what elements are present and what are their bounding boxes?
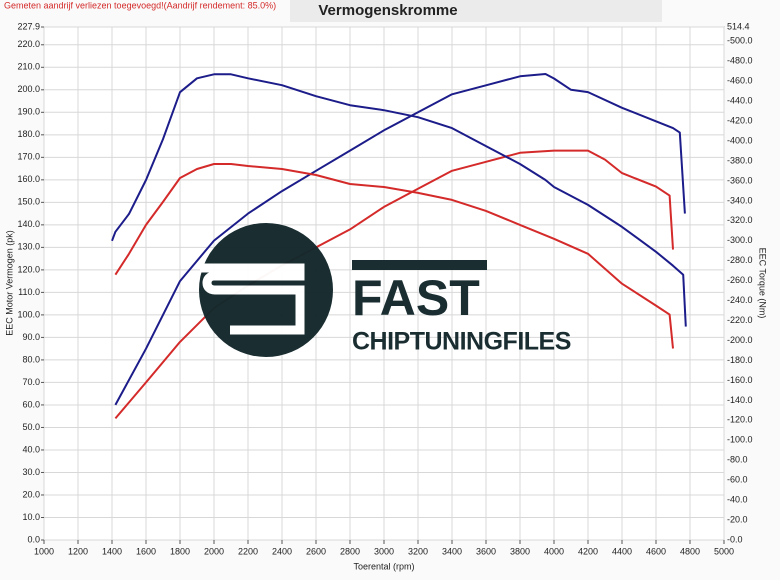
x-tick-label: 2200 (238, 546, 258, 556)
y2-tick-label: -100.0 (727, 435, 753, 445)
y-tick-label: 0.0 (27, 534, 40, 544)
y2-tick-label: -460.0 (727, 76, 753, 86)
y-tick-label: 90.0 (22, 332, 40, 342)
x-tick-label: 1800 (170, 546, 190, 556)
grid (43, 26, 725, 541)
chart-title: Vermogenskromme (318, 2, 457, 19)
watermark: FAST CHIPTUNINGFILES (199, 223, 571, 357)
y2-tick-label: -500.0 (727, 36, 753, 46)
series-line (114, 163, 674, 349)
x-tick-label: 4200 (578, 546, 598, 556)
logo-subtext: CHIPTUNINGFILES (352, 328, 571, 356)
y-tick-label: 20.0 (22, 489, 40, 499)
x-tick-label: 1200 (68, 546, 88, 556)
x-tick-label: 4600 (646, 546, 666, 556)
y2-tick-label: -20.0 (727, 514, 748, 524)
y-tick-label: 120.0 (17, 264, 40, 274)
x-tick-label: 5000 (714, 546, 734, 556)
y2-tick-label: -340.0 (727, 195, 753, 205)
x-tick-label: 3000 (374, 546, 394, 556)
y2-tick-label: -260.0 (727, 275, 753, 285)
y-tick-label: 40.0 (22, 444, 40, 454)
y-tick-label: 130.0 (17, 242, 40, 252)
y2-tick-label: -80.0 (727, 455, 748, 465)
logo-s (200, 263, 305, 335)
y-tick-label: 30.0 (22, 467, 40, 477)
y-tick-label: 190.0 (17, 107, 40, 117)
note: Gemeten aandrijf verliezen toegevoegd!(A… (4, 0, 276, 10)
series-line (111, 73, 687, 327)
y2-tick-label: -400.0 (727, 135, 753, 145)
y2-tick-label: -220.0 (727, 315, 753, 325)
y-tick-label: 220.0 (17, 39, 40, 49)
y2-tick-label: -0.0 (727, 534, 743, 544)
y2-tick-label: -180.0 (727, 355, 753, 365)
x-tick-label: 3400 (442, 546, 462, 556)
x-tick-label: 1400 (102, 546, 122, 556)
x-tick-label: 1600 (136, 546, 156, 556)
y-tick-label: 140.0 (17, 219, 40, 229)
y-axis-label: EEC Motor Vermogen (pk) (4, 230, 14, 336)
y-tick-label: 210.0 (17, 62, 40, 72)
y-tick-label: 150.0 (17, 197, 40, 207)
y2-tick-label: -280.0 (727, 255, 753, 265)
y-tick-label: 70.0 (22, 377, 40, 387)
y2-tick-label: -480.0 (727, 56, 753, 66)
y2-tick-label: -140.0 (727, 395, 753, 405)
x-tick-label: 3600 (476, 546, 496, 556)
y2-tick-label: 514.4 (727, 21, 750, 31)
x-tick-label: 2800 (340, 546, 360, 556)
y2-tick-label: -420.0 (727, 116, 753, 126)
y2-tick-label: -380.0 (727, 155, 753, 165)
y-tick-label: 160.0 (17, 174, 40, 184)
y-tick-label: 227.9 (17, 21, 40, 31)
logo-bar (352, 260, 487, 270)
x-tick-label: 3200 (408, 546, 428, 556)
y2-tick-label: -120.0 (727, 415, 753, 425)
x-tick-label: 1000 (34, 546, 54, 556)
x-tick-label: 3800 (510, 546, 530, 556)
x-tick-label: 4000 (544, 546, 564, 556)
x-tick-label: 4800 (680, 546, 700, 556)
x-tick-label: 2000 (204, 546, 224, 556)
x-tick-label: 2400 (272, 546, 292, 556)
y2-tick-label: -40.0 (727, 494, 748, 504)
y2-tick-label: -440.0 (727, 96, 753, 106)
y2-tick-label: -320.0 (727, 215, 753, 225)
y-tick-label: 80.0 (22, 354, 40, 364)
y-tick-label: 200.0 (17, 84, 40, 94)
y-tick-label: 110.0 (18, 287, 40, 297)
title-bar (290, 0, 662, 22)
x-axis-label: Toerental (rpm) (353, 561, 414, 571)
y-tick-label: 60.0 (22, 399, 40, 409)
y2-axis-label: EEC Torque (Nm) (758, 248, 768, 319)
y2-tick-label: -60.0 (727, 475, 748, 485)
y2-tick-label: -160.0 (727, 375, 753, 385)
y2-tick-label: -360.0 (727, 175, 753, 185)
y2-tick-label: -200.0 (727, 335, 753, 345)
logo-text: FAST (352, 270, 480, 326)
x-tick-label: 4400 (612, 546, 632, 556)
y-tick-label: 50.0 (22, 422, 40, 432)
x-tick-label: 2600 (306, 546, 326, 556)
y-tick-label: 10.0 (22, 512, 40, 522)
y2-tick-label: -300.0 (727, 235, 753, 245)
y2-tick-label: -240.0 (727, 295, 753, 305)
y-tick-label: 180.0 (17, 129, 40, 139)
y-tick-label: 170.0 (17, 152, 40, 162)
y-tick-label: 100.0 (17, 309, 40, 319)
series-line (114, 73, 686, 406)
